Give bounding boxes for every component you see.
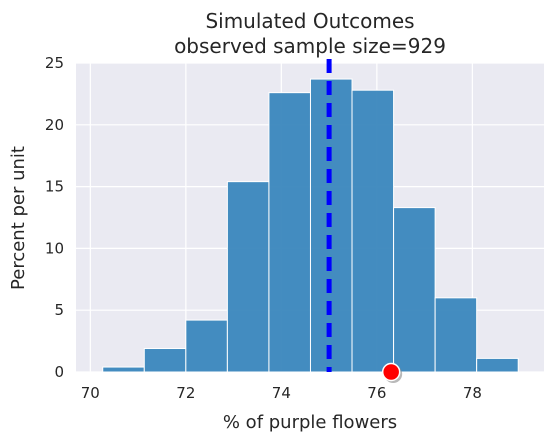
histogram-bar-3: [226, 181, 270, 373]
x-axis-label: % of purple flowers: [223, 412, 397, 433]
x-tick-label-4: 78: [463, 384, 482, 402]
histogram-bar-1: [143, 348, 187, 373]
histogram-bar-0: [102, 366, 145, 373]
chart-title-line-2: observed sample size=929: [174, 34, 446, 58]
histogram-bar-8: [434, 297, 478, 373]
y-tick-label-4: 20: [45, 116, 64, 134]
histogram-bar-2: [185, 319, 228, 373]
x-tick-label-3: 76: [367, 384, 386, 402]
y-tick-labels: 0 5 10 15 20 25: [45, 54, 64, 381]
x-tick-label-0: 70: [81, 384, 100, 402]
x-tick-label-2: 74: [272, 384, 291, 402]
observed-point-group: [381, 362, 403, 383]
histogram-bar-9: [476, 357, 519, 373]
y-axis-label: Percent per unit: [8, 146, 29, 290]
x-tick-labels: 70 72 74 76 78: [81, 384, 482, 402]
y-tick-label-5: 25: [45, 54, 64, 72]
y-tick-label-1: 5: [54, 301, 64, 319]
observed-point: [381, 362, 401, 382]
y-tick-label-0: 0: [54, 363, 64, 381]
histogram-bar-7: [393, 207, 436, 373]
y-tick-label-2: 10: [45, 239, 64, 257]
y-tick-label-3: 15: [45, 178, 64, 196]
chart-title-line-1: Simulated Outcomes: [205, 9, 414, 33]
histogram-bar-4: [268, 92, 311, 373]
histogram-bar-6: [351, 89, 395, 373]
x-tick-label-1: 72: [176, 384, 195, 402]
